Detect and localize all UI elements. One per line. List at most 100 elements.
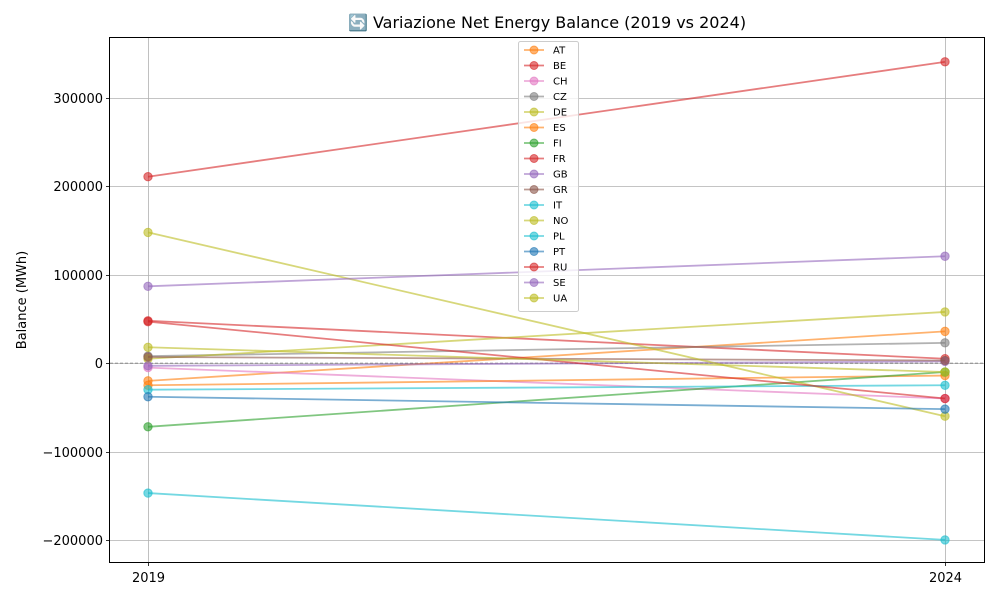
series-line — [147, 371, 946, 428]
legend-swatch-marker — [529, 123, 539, 132]
legend-item-se: SE — [524, 278, 566, 289]
legend-swatch-marker — [529, 107, 539, 117]
series-line — [147, 341, 946, 358]
legend-swatch-marker — [529, 185, 539, 194]
legend-swatch-marker — [529, 278, 539, 287]
data-point — [143, 352, 153, 362]
legend-swatch-marker — [529, 231, 539, 241]
series-lines — [143, 57, 950, 545]
series-pt — [143, 392, 950, 414]
y-axis-label: Balance (MWh) — [15, 251, 30, 349]
legend-swatch-marker — [529, 262, 539, 272]
legend-item-at: AT — [524, 45, 566, 57]
legend-item-ch: CH — [524, 76, 568, 88]
legend-item-ua: UA — [524, 293, 567, 305]
legend-label: CH — [553, 77, 568, 88]
legend-swatch-marker — [529, 169, 539, 179]
legend-label: SE — [553, 278, 566, 289]
data-point — [940, 338, 950, 348]
legend-item-be: BE — [524, 61, 566, 72]
legend-label: GB — [553, 170, 568, 181]
y-tick-label: 300000 — [53, 92, 103, 107]
legend-label: RU — [553, 263, 567, 274]
legend-swatch-marker — [529, 247, 539, 256]
data-point — [143, 422, 153, 432]
series-line — [147, 366, 946, 400]
legend-swatch-marker — [529, 138, 539, 148]
legend-item-pt: PT — [524, 247, 566, 258]
legend-item-gb: GB — [524, 169, 568, 181]
data-point — [940, 380, 950, 390]
legend-item-gr: GR — [524, 185, 568, 196]
legend-swatch-marker — [529, 45, 539, 55]
legend-label: BE — [553, 61, 566, 72]
y-tick-label: −100000 — [42, 446, 103, 461]
legend-swatch-marker — [529, 61, 539, 70]
data-point — [143, 392, 153, 402]
x-tick-label: 2024 — [929, 571, 962, 586]
legend-swatch-marker — [529, 293, 539, 303]
legend-label: FR — [553, 154, 566, 165]
legend-label: IT — [553, 201, 563, 212]
series-it — [143, 488, 950, 545]
legend: AT BE CH CZ DE ES FI FR GB GR IT NO PL PT RU SE UA — [518, 41, 579, 312]
data-point — [143, 281, 153, 292]
plot-frame — [109, 37, 985, 563]
legend-item-fi: FI — [524, 138, 562, 150]
legend-label: UA — [553, 294, 567, 305]
legend-swatch-marker — [529, 76, 539, 86]
data-point — [940, 57, 950, 67]
legend-label: AT — [553, 46, 566, 57]
legend-item-no: NO — [524, 216, 568, 227]
series-line — [147, 319, 946, 360]
legend-swatch-marker — [529, 216, 539, 225]
data-point — [143, 172, 153, 182]
legend-label: PL — [553, 232, 565, 243]
data-point — [940, 367, 950, 377]
y-tick-label: −200000 — [42, 534, 103, 549]
data-point — [940, 404, 950, 414]
y-tick-label: 100000 — [53, 269, 103, 284]
legend-label: NO — [553, 216, 568, 227]
series-line — [147, 492, 946, 541]
data-point — [940, 251, 950, 261]
data-point — [143, 488, 153, 498]
legend-item-fr: FR — [524, 154, 566, 165]
data-point — [143, 227, 153, 238]
data-point — [940, 535, 950, 545]
legend-frame — [518, 41, 579, 312]
series-line — [147, 346, 946, 373]
x-tick-label: 2019 — [132, 571, 165, 586]
legend-item-cz: CZ — [524, 92, 567, 103]
legend-label: ES — [553, 123, 566, 134]
legend-item-pl: PL — [524, 231, 565, 243]
legend-label: DE — [553, 108, 567, 119]
series-line — [147, 360, 946, 367]
x-axis-ticks: 2019 2024 — [132, 562, 962, 586]
legend-swatch-marker — [529, 92, 539, 101]
legend-label: CZ — [553, 92, 567, 103]
series-ua — [143, 342, 950, 377]
data-point — [143, 316, 153, 327]
series-line — [147, 374, 946, 387]
series-line — [147, 395, 946, 411]
legend-item-es: ES — [524, 123, 566, 134]
legend-label: FI — [553, 139, 562, 150]
data-point — [940, 307, 950, 317]
legend-label: PT — [553, 247, 566, 258]
legend-swatch-marker — [529, 200, 539, 210]
y-tick-label: 200000 — [53, 180, 103, 195]
data-point — [940, 393, 950, 404]
legend-label: GR — [553, 185, 568, 196]
y-axis-ticks: −200000 −100000 0 100000 200000 300000 — [42, 92, 110, 549]
data-point — [940, 326, 950, 337]
legend-swatch-marker — [529, 154, 539, 163]
data-point — [143, 361, 153, 371]
chart-title: 🔄 Variazione Net Energy Balance (2019 vs… — [348, 13, 746, 32]
data-point — [143, 342, 153, 352]
y-tick-label: 0 — [95, 357, 103, 372]
legend-item-ru: RU — [524, 262, 567, 274]
series-line — [147, 330, 946, 382]
legend-item-it: IT — [524, 200, 563, 212]
